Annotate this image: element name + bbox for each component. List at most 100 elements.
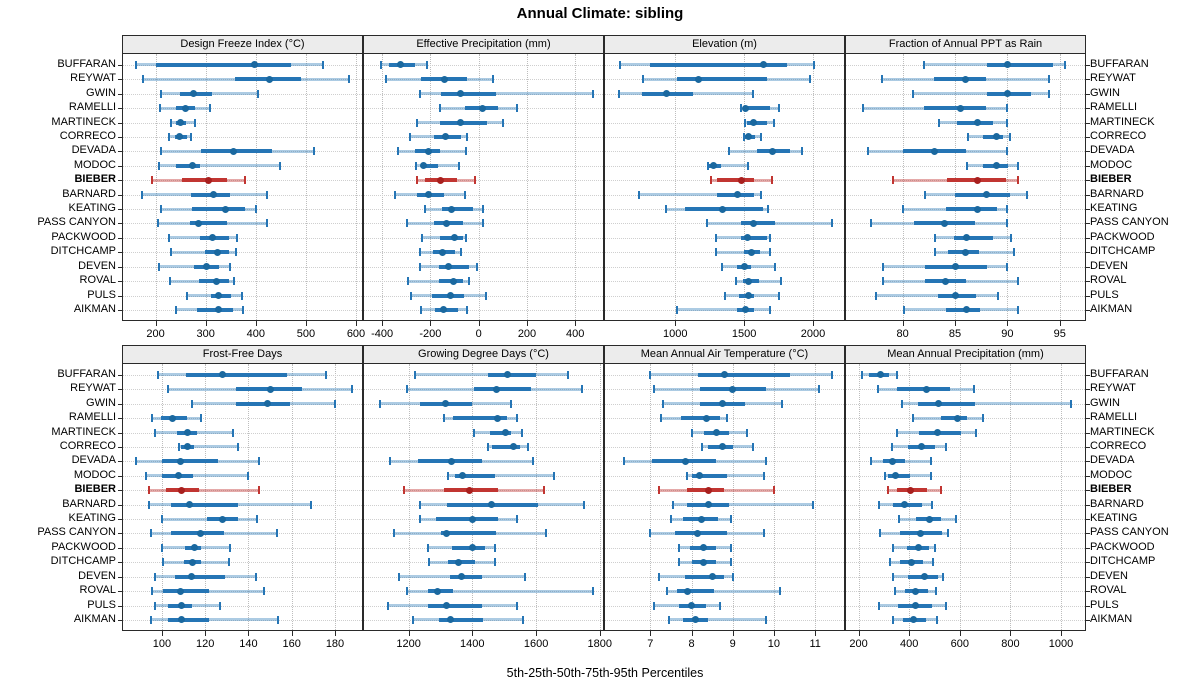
y-tick-mark — [118, 122, 122, 124]
whisker-cap — [1064, 60, 1067, 69]
row-gridline — [605, 576, 844, 578]
median-dot — [963, 234, 970, 242]
whisker-cap — [414, 370, 416, 379]
whisker-cap — [275, 529, 278, 538]
y-tick-mark — [1086, 136, 1090, 138]
box-25-75 — [945, 307, 981, 312]
row-gridline — [846, 576, 1085, 578]
whisker-cap — [617, 89, 620, 98]
x-tick-label: 400 — [566, 328, 585, 340]
row-gridline — [605, 93, 844, 95]
median-dot — [889, 457, 897, 465]
box-25-75 — [435, 517, 498, 521]
whisker-cap — [812, 60, 815, 69]
whisker-cap — [406, 385, 408, 394]
median-dot — [953, 414, 961, 422]
whisker-cap — [877, 500, 880, 509]
row-gridline — [123, 223, 362, 225]
x-gridline — [732, 364, 734, 630]
whisker-cap — [877, 601, 880, 610]
whisker-cap — [516, 601, 518, 610]
row-gridline — [123, 237, 362, 239]
site-label-right-barnard: BARNARD — [1090, 187, 1144, 200]
whisker-cap — [135, 457, 137, 466]
whisker-cap — [900, 399, 903, 408]
y-tick-mark — [1086, 547, 1090, 549]
median-dot — [479, 104, 486, 112]
median-dot — [230, 147, 238, 155]
x-gridline — [1010, 364, 1012, 630]
whisker-cap — [418, 515, 421, 523]
whisker-cap — [148, 500, 150, 509]
y-tick-mark — [1086, 490, 1090, 492]
x-gridline — [1007, 54, 1009, 320]
whisker-cap — [746, 161, 749, 170]
row-gridline — [605, 165, 844, 167]
panel-strip-title: Mean Annual Precipitation (mm) — [845, 345, 1086, 364]
row-gridline — [123, 93, 362, 95]
row-gridline — [123, 194, 362, 196]
x-gridline — [815, 364, 817, 630]
y-tick-mark — [1086, 418, 1090, 420]
x-tick-label: -400 — [371, 328, 394, 340]
panel-plot-area — [363, 53, 604, 321]
site-label-right-roval: ROVAL — [1090, 274, 1127, 287]
row-gridline — [605, 281, 844, 283]
whisker-cap — [934, 587, 937, 596]
median-dot — [912, 602, 920, 609]
whisker-cap — [169, 248, 172, 257]
box-25-75 — [190, 221, 227, 226]
x-tick-label: 180 — [325, 638, 345, 650]
site-label-right-martineck: MARTINECK — [1090, 425, 1155, 438]
x-tick-label: 120 — [196, 638, 215, 650]
y-tick-mark — [1086, 93, 1090, 95]
median-dot — [194, 219, 202, 227]
site-label-left-buffaran: BUFFARAN — [57, 367, 116, 380]
whisker-cap — [768, 248, 771, 257]
row-gridline — [123, 432, 362, 434]
y-tick-mark — [1086, 446, 1090, 448]
whisker-cap — [472, 428, 475, 437]
median-dot — [708, 573, 716, 581]
y-tick-mark — [1086, 252, 1090, 254]
whisker-cap — [243, 176, 246, 185]
whisker-cap — [700, 442, 703, 451]
panel-plot-area — [122, 53, 363, 321]
whisker-cap — [892, 176, 895, 185]
y-tick-mark — [118, 223, 122, 225]
x-tick-label: 600 — [950, 638, 969, 650]
x-tick-mark — [691, 631, 693, 636]
whisker-cap — [936, 615, 938, 624]
whisker-cap — [581, 385, 584, 394]
whisker-cap — [276, 615, 279, 624]
median-dot — [169, 414, 177, 422]
site-label-right-packwood: PACKWOOD — [1090, 230, 1155, 243]
whisker-cap — [415, 161, 418, 170]
row-gridline — [605, 619, 844, 621]
x-tick-label: 95 — [1053, 328, 1066, 340]
median-dot — [742, 104, 749, 112]
row-gridline — [605, 266, 844, 268]
median-dot — [900, 501, 908, 509]
whisker-cap — [150, 615, 153, 624]
median-dot — [692, 616, 700, 624]
site-label-left-ditchcamp: DITCHCAMP — [50, 555, 116, 568]
median-dot — [446, 292, 454, 299]
y-tick-mark — [1086, 295, 1090, 297]
whisker-cap — [457, 161, 460, 170]
median-dot — [912, 587, 920, 595]
panel-plot-area — [122, 363, 363, 631]
whisker-cap — [728, 147, 730, 156]
y-tick-mark — [118, 475, 122, 477]
whisker-cap — [1006, 205, 1009, 213]
whisker-cap — [543, 486, 545, 495]
x-gridline — [536, 364, 538, 630]
x-gridline — [382, 54, 384, 320]
site-label-left-devada: DEVADA — [71, 144, 116, 157]
whisker-cap — [233, 277, 236, 286]
whisker-cap — [861, 104, 864, 113]
whisker-cap — [831, 219, 834, 228]
box-25-75 — [170, 531, 224, 536]
whisker-cap — [1048, 89, 1051, 98]
median-dot — [962, 248, 969, 256]
